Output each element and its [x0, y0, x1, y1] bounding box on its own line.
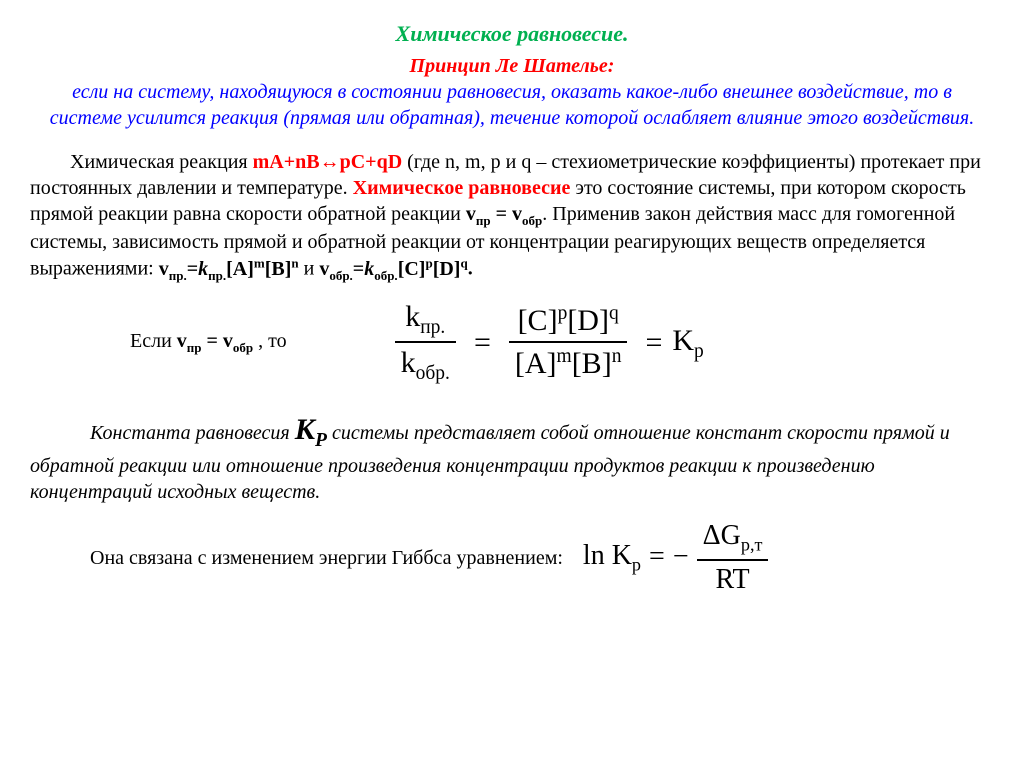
equals-2: = — [645, 323, 662, 362]
equation-caption: Если vпр = vобр , то — [130, 328, 287, 357]
ln-kp: ln Kp — [583, 538, 641, 577]
gibbs-fraction: ΔGp,т RT — [697, 519, 769, 596]
p1-dot: . — [468, 258, 473, 280]
velocity-equality: vпр = vобр — [466, 203, 542, 225]
main-equation: kпр. kобр. = [C]p[D]q [A]m[B]n = Kp — [387, 299, 704, 386]
minus-sign: − — [673, 539, 689, 575]
rate-eq-forward: vпр.=kпр.[A]m[B]n — [159, 258, 299, 280]
kp-symbol: КР — [295, 413, 327, 446]
gibbs-text: Она связана с изменением энергии Гиббса … — [30, 545, 563, 571]
rhs-fraction: [C]p[D]q [A]m[B]n — [509, 302, 628, 382]
kp-result: Kp — [672, 321, 703, 364]
page-title: Химическое равновесие. — [30, 20, 994, 49]
subtitle: Принцип Ле Шателье: — [30, 53, 994, 79]
p1-pre: Химическая реакция — [70, 151, 253, 173]
paragraph-1: Химическая реакция mA+nB↔pC+qD (где n, m… — [30, 149, 994, 285]
equals-1: = — [474, 323, 491, 362]
lhs-fraction: kпр. kобр. — [395, 299, 456, 386]
gibbs-equation: ln Kp = − ΔGp,т RT — [583, 519, 777, 596]
kp-pre: Константа равновесия — [90, 422, 295, 444]
equation-row: Если vпр = vобр , то kпр. kобр. = [C]p[D… — [130, 299, 994, 386]
kp-paragraph: Константа равновесия КР системы представ… — [30, 410, 994, 505]
term-equilibrium: Химическое равновесие — [353, 177, 571, 199]
gibbs-row: Она связана с изменением энергии Гиббса … — [30, 519, 994, 596]
principle-text: если на систему, находящуюся в состоянии… — [40, 79, 984, 131]
equals-3: = — [649, 539, 665, 575]
reaction-formula: mA+nB↔pC+qD — [253, 151, 403, 173]
rate-eq-reverse: vобр.=kобр.[C]p[D]q — [319, 258, 467, 280]
conjunction-and: и — [299, 258, 320, 280]
